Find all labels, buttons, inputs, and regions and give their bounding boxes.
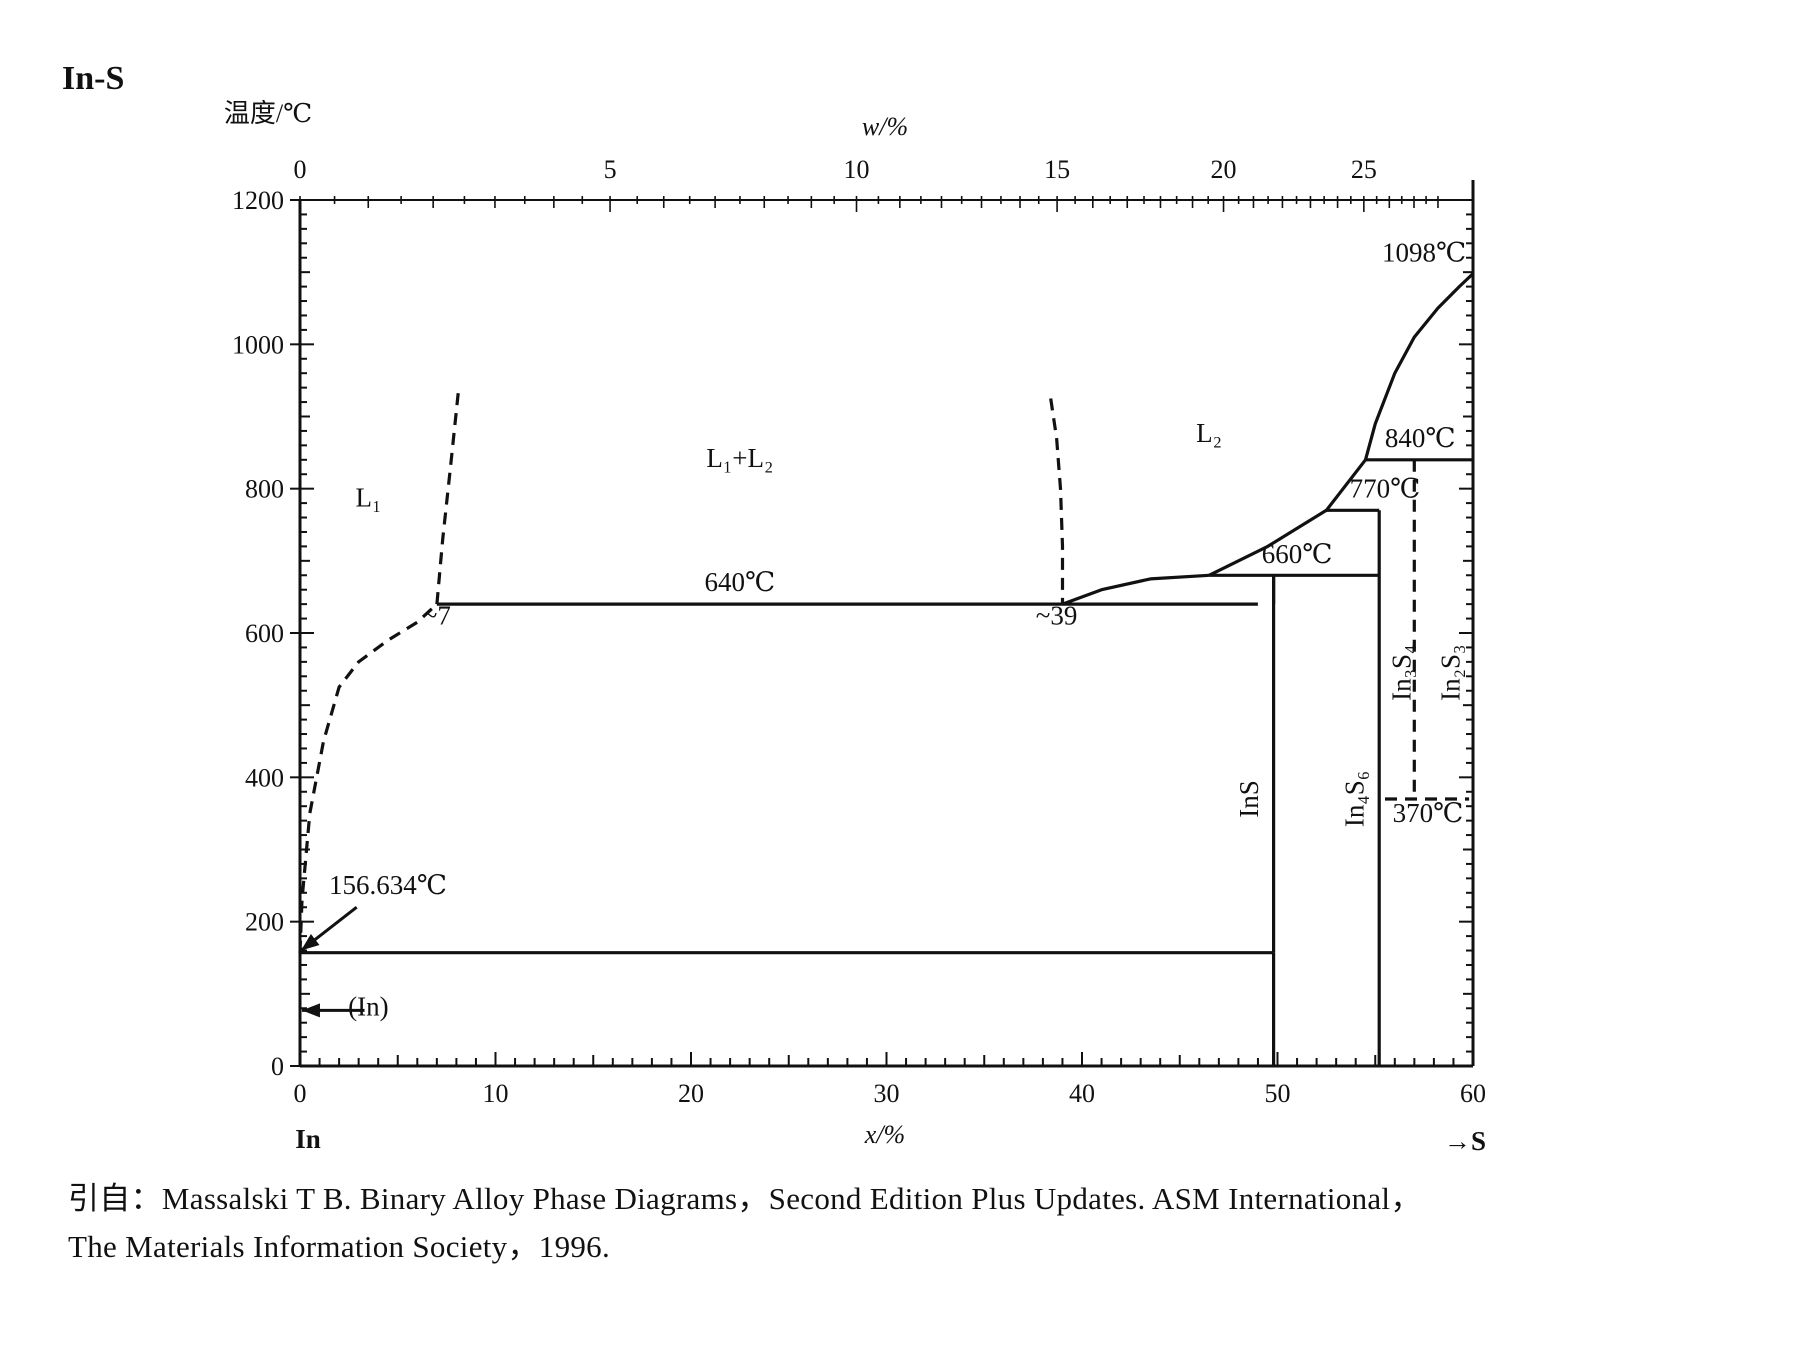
phase-boundary-dashed [435, 391, 460, 605]
y-tick-label: 0 [271, 1052, 284, 1081]
x-right-element-label: →S [1444, 1126, 1486, 1156]
top-tick-label: 15 [1044, 155, 1070, 184]
arrow-head [301, 1003, 320, 1018]
y-axis-title: 温度/℃ [224, 99, 312, 128]
annotation-label: 370℃ [1393, 798, 1464, 828]
annotation-label: 156.634℃ [329, 870, 447, 900]
phase-boundary-solid [1363, 272, 1475, 461]
compound-label: In₄S₆ [1340, 771, 1370, 827]
phase-region-label: L₁+L₂ [706, 443, 773, 473]
phase-region-label: L₂ [1196, 418, 1222, 448]
phase-boundary-solid [1061, 573, 1210, 606]
annotation-label: 660℃ [1262, 539, 1333, 569]
arrow-head [300, 933, 320, 951]
top-axis-title: w/% [862, 112, 908, 141]
annotation-label: ~7 [423, 600, 451, 630]
x-tick-label: 0 [294, 1079, 307, 1108]
annotation-label: 640℃ [705, 567, 776, 597]
annotation-label: ~39 [1036, 600, 1078, 630]
compound-label: In₂S₃ [1435, 645, 1465, 701]
phase-region-label: L₁ [355, 483, 381, 513]
y-tick-label: 600 [245, 619, 284, 648]
annotation-label: 840℃ [1385, 423, 1456, 453]
x-left-element-label: In [295, 1124, 321, 1154]
x-tick-label: 50 [1265, 1079, 1291, 1108]
x-tick-label: 10 [483, 1079, 509, 1108]
y-tick-label: 200 [245, 908, 284, 937]
x-tick-label: 40 [1069, 1079, 1095, 1108]
y-tick-label: 800 [245, 475, 284, 504]
annotation-label: (In) [348, 991, 388, 1021]
citation-line-1: 引自：Massalski T B. Binary Alloy Phase Dia… [68, 1181, 1422, 1216]
annotation-label: 1098℃ [1382, 237, 1466, 267]
citation: 引自：Massalski T B. Binary Alloy Phase Dia… [68, 1175, 1708, 1271]
y-tick-label: 1000 [232, 330, 284, 359]
top-tick-label: 5 [604, 155, 617, 184]
y-tick-label: 1200 [232, 186, 284, 215]
page-title: In-S [62, 60, 125, 97]
x-tick-label: 20 [678, 1079, 704, 1108]
top-tick-label: 10 [844, 155, 870, 184]
top-tick-label: 25 [1351, 155, 1377, 184]
x-axis-title: x/% [864, 1120, 905, 1149]
annotation-label: 770℃ [1350, 473, 1421, 503]
phase-boundary-solid [1208, 458, 1367, 577]
x-tick-label: 60 [1460, 1079, 1486, 1108]
x-tick-label: 30 [874, 1079, 900, 1108]
phase-boundary-dashed [1049, 398, 1065, 605]
top-tick-label: 0 [294, 155, 307, 184]
y-tick-label: 400 [245, 763, 284, 792]
compound-label: InS [1234, 780, 1264, 818]
phase-boundary-dashed [298, 602, 438, 953]
compound-label: In₃S₄ [1386, 645, 1416, 701]
citation-line-2: The Materials Information Society，1996. [68, 1229, 611, 1264]
top-tick-label: 20 [1211, 155, 1237, 184]
